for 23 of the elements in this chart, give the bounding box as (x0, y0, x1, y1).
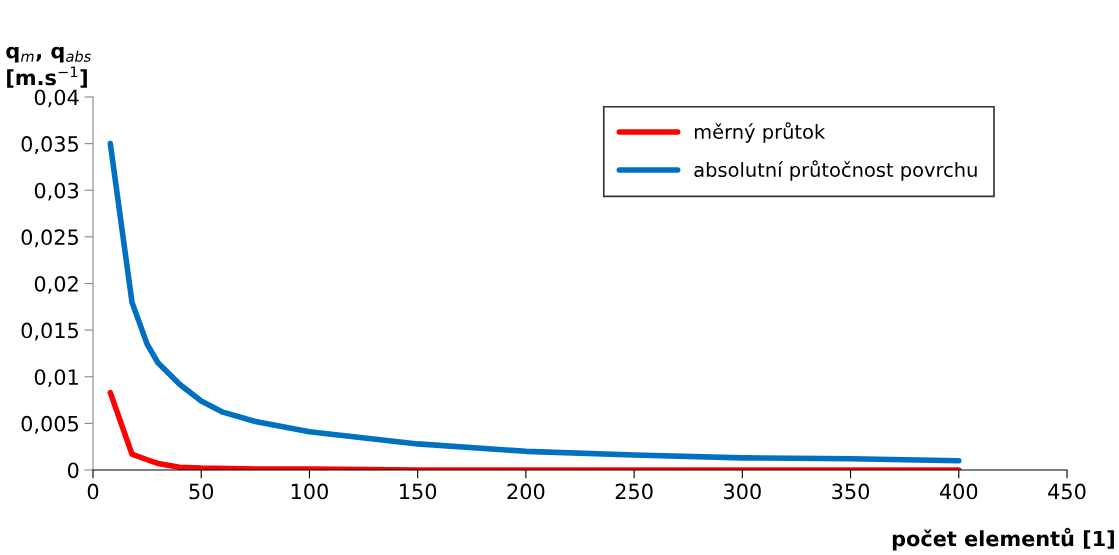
x-tick-label: 400 (939, 483, 978, 500)
legend-label: absolutní průtočnost povrchu (694, 160, 977, 181)
y-tick-label: 0,035 (21, 136, 78, 154)
x-tick-label: 0 (87, 483, 99, 500)
x-tick-label: 50 (189, 483, 214, 500)
y-tick-label: 0,02 (34, 275, 78, 294)
y-tick-label: 0,005 (21, 415, 78, 434)
x-tick-label: 300 (724, 483, 761, 500)
x-tick-label: 250 (615, 483, 653, 500)
x-tick-label: 450 (1048, 483, 1086, 500)
x-axis-title: počet elementů [1] (892, 527, 1114, 551)
y-axis-title: q$_{m}$, q$_{abs}$ [m.s$^{−1}$] (6, 46, 91, 88)
y-tick-label: 0 (67, 462, 79, 479)
y-tick-label: 0,04 (34, 89, 79, 108)
y-tick-label: 0,01 (34, 369, 78, 388)
x-tick-label: 100 (291, 483, 328, 500)
legend-label: měrný průtok (694, 122, 826, 143)
y-tick-label: 0,03 (34, 182, 79, 201)
y-tick-label: 0,025 (21, 229, 78, 248)
x-tick-label: 350 (832, 483, 870, 500)
x-tick-label: 150 (400, 483, 437, 500)
y-tick-label: 0,015 (21, 322, 78, 341)
x-tick-label: 200 (507, 483, 545, 500)
